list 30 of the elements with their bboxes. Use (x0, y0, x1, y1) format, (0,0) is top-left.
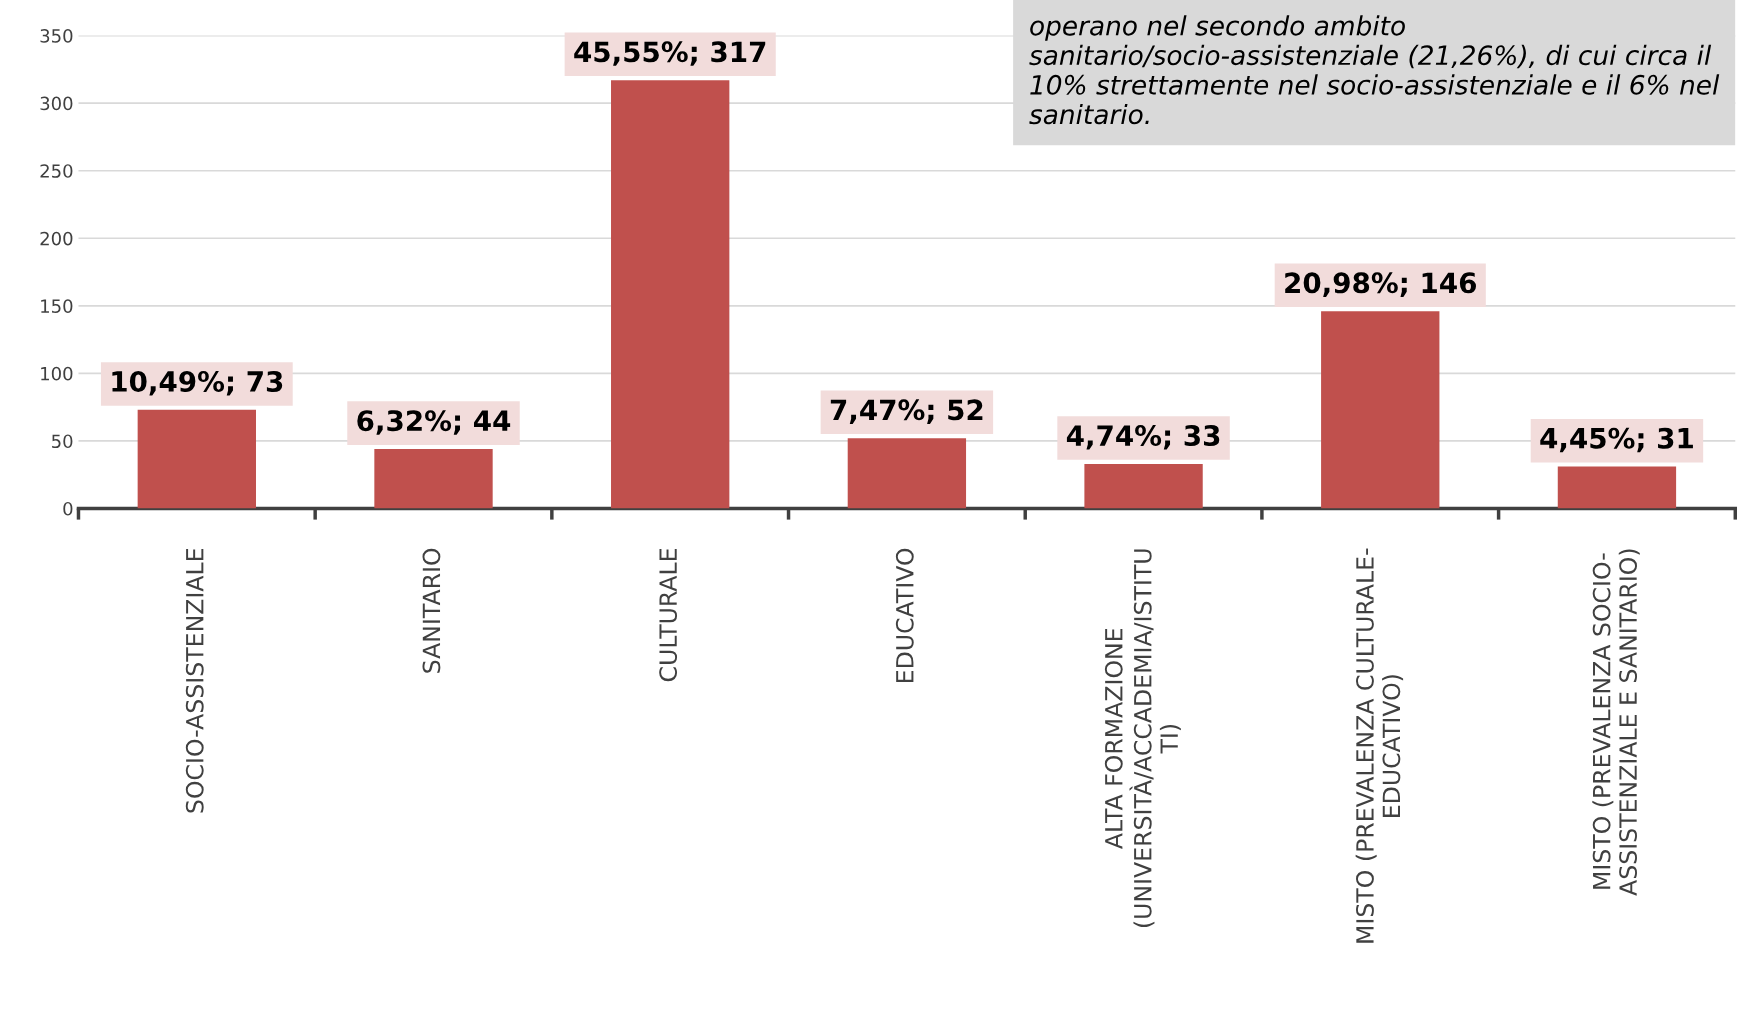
bar (1557, 466, 1677, 509)
bar (847, 438, 967, 509)
y-tick-label: 300 (40, 96, 73, 111)
bar (374, 449, 493, 509)
data-label: 4,45%; 31 (1540, 427, 1693, 453)
data-label: 6,32%; 44 (357, 410, 511, 435)
x-tick-label: SANITARIO (422, 548, 441, 673)
y-tick-label: 350 (40, 29, 73, 43)
data-label: 10,49%; 73 (112, 370, 283, 396)
data-label: 45,55%; 317 (574, 41, 766, 66)
x-tick-label: MISTO (PREVALENZA SOCIO-ASSISTENZIALE E SANITARIO) (1592, 549, 1640, 896)
x-tick-label: SOCIO-ASSISTENZIALE (185, 548, 204, 813)
data-label: 20,98%; 146 (1285, 272, 1476, 297)
bar (1084, 463, 1203, 509)
bar (1321, 311, 1440, 509)
data-label: 7,47%; 52 (830, 399, 983, 424)
x-tick-label: CULTURALE (659, 548, 678, 682)
bar (137, 409, 256, 509)
x-tick-label: ALTA FORMAZIONE (UNIVERSITÀ/ACCADEMIA/ISTITUTI) (1104, 549, 1181, 928)
y-tick-label: 0 (63, 501, 73, 516)
x-tick-label: MISTO (PREVALENZA CULTURALE-EDUCATIVO) (1355, 548, 1404, 943)
y-tick-label: 150 (41, 299, 73, 313)
y-tick-label: 200 (40, 231, 73, 246)
data-label: 4,74%; 33 (1066, 425, 1220, 450)
y-tick-label: 50 (52, 434, 73, 449)
bar (611, 80, 730, 509)
x-tick-label: EDUCATIVO (895, 548, 914, 682)
y-tick-label: 100 (41, 366, 73, 381)
annotation: operano nel secondo ambito sanitario/socio-assistenziale (21,26%), di cui circa il 10% strettamente nel socio-assistenziale e il 6% nel sanitario. (1029, 15, 1720, 125)
y-tick-label: 250 (40, 164, 73, 178)
